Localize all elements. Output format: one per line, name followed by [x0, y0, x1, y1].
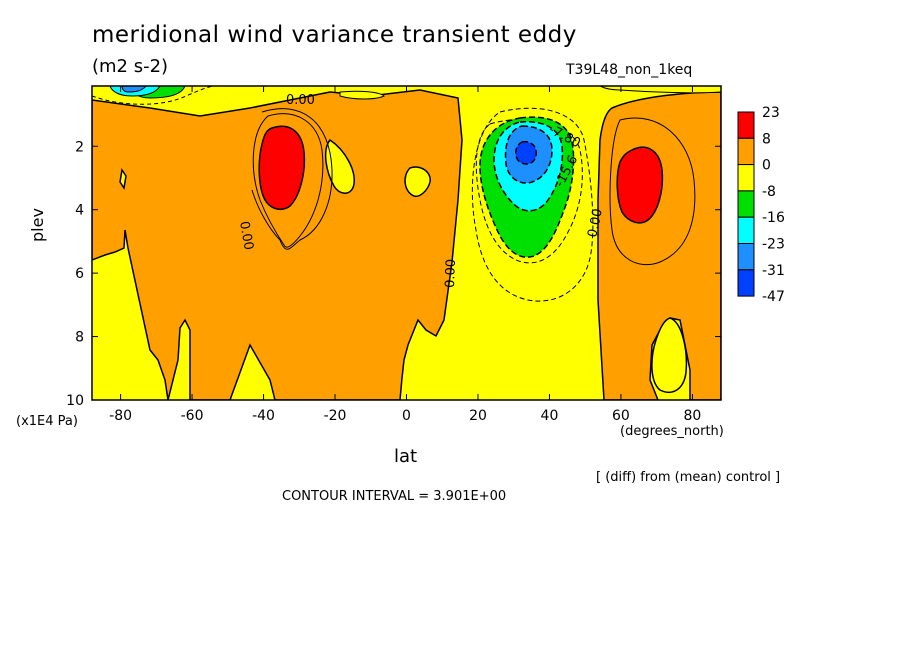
x-tick-label: -40 [252, 408, 275, 424]
colorbar: 23 8 0 -8 -16 -23 -31 -47 [737, 105, 785, 305]
colorbar-label: -16 [762, 210, 785, 226]
chart-title: meridional wind variance transient eddy [92, 22, 577, 48]
colorbar-label: 8 [762, 131, 771, 147]
colorbar-swatch [737, 216, 755, 244]
x-tick-label: 60 [612, 408, 630, 424]
contour-line-neg-outer [471, 107, 594, 302]
x-axis-unit: (degrees_north) [620, 424, 724, 439]
x-tick-label: -80 [109, 408, 132, 424]
field-yellow-notch [119, 168, 127, 190]
x-axis: -80 -60 -40 -20 0 20 40 60 80 [109, 86, 701, 424]
colorbar-label: 0 [762, 158, 771, 174]
colorbar-swatch [737, 164, 755, 192]
colorbar-swatch [737, 269, 755, 297]
colorbar-label: 23 [762, 105, 780, 121]
field-orange-west [92, 89, 463, 400]
field-yellow-topmid [339, 90, 385, 100]
field-yellow-island-1 [324, 138, 355, 194]
x-tick-label: 80 [683, 408, 701, 424]
x-tick-label: -60 [181, 408, 204, 424]
field-red-east [616, 146, 664, 224]
contour-line-west-1 [252, 113, 324, 248]
x-tick-label: 40 [541, 408, 559, 424]
x-tick-label: 20 [469, 408, 487, 424]
colorbar-label: -47 [762, 289, 785, 305]
field-yellow-topright [599, 86, 721, 94]
contour-interval: CONTOUR INTERVAL = 3.901E+00 [282, 489, 507, 504]
y-tick-label: 10 [66, 393, 84, 409]
contour-line-west-2 [251, 108, 333, 250]
colorbar-label: -23 [762, 237, 785, 253]
colorbar-swatch [737, 137, 755, 166]
y-tick-label: 4 [75, 203, 84, 219]
colorbar-swatch [737, 243, 755, 271]
contour-line-neg-mid [475, 118, 583, 264]
colorbar-swatch [737, 190, 755, 218]
x-tick-label: -20 [324, 408, 347, 424]
chart-units: (m2 s-2) [92, 56, 169, 77]
contour-label-3: 0.00 [443, 259, 459, 288]
x-tick-label: 0 [402, 408, 411, 424]
y-axis-unit: (x1E4 Pa) [16, 414, 78, 429]
y-axis: 2 4 6 8 10 [66, 139, 721, 409]
colorbar-label: -8 [762, 184, 776, 200]
field-yellow-island-east [651, 317, 688, 393]
contour-label-2: 0.00 [236, 220, 256, 251]
y-tick-label: 8 [75, 330, 84, 346]
diff-note: [ (diff) from (mean) control ] [596, 470, 781, 485]
contour-line-east [609, 117, 696, 266]
field-blue-core [515, 140, 538, 165]
field-blue-topleft [121, 86, 147, 93]
y-tick-label: 2 [75, 139, 84, 155]
x-axis-label: lat [394, 446, 418, 467]
y-tick-label: 6 [75, 266, 84, 282]
contour-label-1: 0.00 [286, 93, 315, 108]
contour-line-topleft [92, 86, 215, 105]
run-name: T39L48_non_1keq [566, 62, 693, 78]
colorbar-swatch [737, 111, 755, 139]
contour-fields [92, 86, 721, 400]
field-yellow-island-2 [404, 166, 431, 198]
colorbar-label: -31 [762, 263, 785, 279]
field-red-west [258, 125, 306, 211]
contour-label-4: 0.00 [585, 207, 606, 238]
